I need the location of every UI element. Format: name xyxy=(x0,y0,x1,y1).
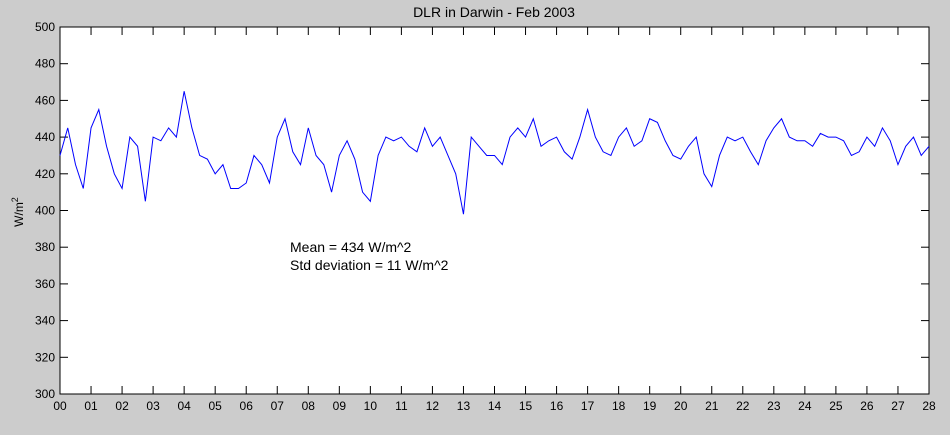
x-tick-label: 05 xyxy=(208,399,222,413)
y-tick-label: 480 xyxy=(35,57,55,71)
y-tick-label: 300 xyxy=(35,387,55,401)
y-tick-label: 340 xyxy=(35,314,55,328)
series-line-dlr xyxy=(59,91,930,215)
x-tick-label: 09 xyxy=(333,399,347,413)
x-tick-label: 21 xyxy=(705,399,719,413)
annotation-mean: Mean = 434 W/m^2 xyxy=(290,239,412,255)
x-tick-label: 06 xyxy=(240,399,254,413)
x-tick-label: 08 xyxy=(302,399,316,413)
x-tick-label: 22 xyxy=(736,399,750,413)
x-tick-label: 14 xyxy=(488,399,502,413)
annotation-std: Std deviation = 11 W/m^2 xyxy=(290,257,449,273)
x-tick-label: 17 xyxy=(581,399,595,413)
y-axis-label-text: W/m xyxy=(12,202,26,227)
y-axis-label-sup: 2 xyxy=(10,197,20,202)
x-tick-label: 04 xyxy=(177,399,191,413)
x-tick-label: 13 xyxy=(457,399,471,413)
x-tick-label: 23 xyxy=(767,399,781,413)
x-tick-label: 27 xyxy=(891,399,905,413)
y-tick-label: 320 xyxy=(35,350,55,364)
y-tick-label: 440 xyxy=(35,130,55,144)
y-tick-label: 380 xyxy=(35,240,55,254)
x-tick-label: 00 xyxy=(53,399,67,413)
x-tick-label: 01 xyxy=(84,399,98,413)
x-tick-label: 11 xyxy=(395,399,408,413)
x-tick-label: 19 xyxy=(643,399,657,413)
y-tick-label: 500 xyxy=(35,20,55,34)
x-tick-label: 12 xyxy=(426,399,440,413)
x-tick-label: 07 xyxy=(271,399,285,413)
y-tick-label: 460 xyxy=(35,93,55,107)
chart-title: DLR in Darwin - Feb 2003 xyxy=(413,4,575,20)
x-tick-label: 20 xyxy=(674,399,688,413)
x-tick-label: 26 xyxy=(860,399,874,413)
y-tick-label: 420 xyxy=(35,167,55,181)
x-tick-label: 25 xyxy=(829,399,843,413)
y-tick-label: 360 xyxy=(35,277,55,291)
plot-area xyxy=(59,26,930,395)
x-tick-label: 10 xyxy=(364,399,378,413)
x-tick-label: 15 xyxy=(519,399,533,413)
y-tick-label: 400 xyxy=(35,204,55,218)
x-tick-label: 18 xyxy=(612,399,626,413)
x-tick-label: 16 xyxy=(550,399,564,413)
x-tick-label: 28 xyxy=(922,399,936,413)
x-tick-label: 03 xyxy=(146,399,160,413)
x-tick-label: 24 xyxy=(798,399,812,413)
y-axis-label: W/m2 xyxy=(10,197,26,227)
x-tick-label: 02 xyxy=(115,399,129,413)
